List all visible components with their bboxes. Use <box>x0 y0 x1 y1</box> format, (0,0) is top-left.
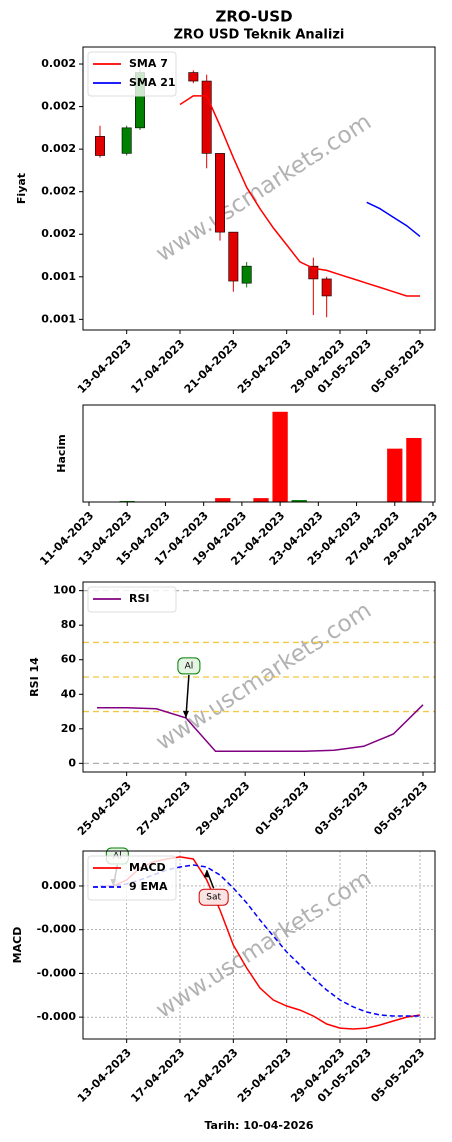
bar <box>215 498 231 502</box>
y-tick-label: 0.002 <box>41 185 76 198</box>
y-tick-label: 0.002 <box>41 100 76 113</box>
legend-box <box>87 51 177 97</box>
y-tick-label: -0.000 <box>37 966 77 979</box>
plot-frame <box>82 46 436 331</box>
series-line <box>179 95 420 297</box>
y-tick-label: 0.002 <box>41 142 76 155</box>
y-tick-label: 0 <box>68 756 76 769</box>
legend-label: 9 EMA <box>129 880 168 893</box>
y-axis-label: RSI 14 <box>28 657 41 697</box>
y-tick-label: -0.000 <box>37 923 77 936</box>
y-axis-label: MACD <box>11 927 24 964</box>
y-axis-label: Fiyat <box>15 173 28 204</box>
candle-body <box>121 127 132 154</box>
candle-body <box>95 136 105 156</box>
annotation-box <box>177 657 201 675</box>
candle-body <box>308 265 319 280</box>
bar <box>272 411 288 502</box>
bar <box>406 437 422 502</box>
candle-body <box>241 265 252 284</box>
legend-label: SMA 7 <box>129 57 168 70</box>
candle-body <box>215 153 225 233</box>
y-tick-label: 0.000 <box>41 879 76 892</box>
bar <box>387 448 403 502</box>
arrow-head <box>203 870 210 878</box>
annotation-label: Al <box>185 661 194 671</box>
y-tick-label: 0.001 <box>41 270 76 283</box>
y-axis-label: Hacim <box>55 434 68 472</box>
y-tick-label: -0.000 <box>37 1010 77 1023</box>
y-tick-label: 40 <box>61 687 77 700</box>
legend-box <box>87 586 177 613</box>
plot-frame <box>82 404 436 503</box>
y-tick-label: 0.001 <box>41 312 76 325</box>
series-line <box>97 704 424 753</box>
candle-body <box>201 80 212 154</box>
y-tick-label: 0.002 <box>41 57 76 70</box>
legend-label: SMA 21 <box>129 76 176 89</box>
legend-box <box>87 855 177 901</box>
legend-label: MACD <box>129 861 166 874</box>
plot-frame <box>82 850 436 1040</box>
x-axis-label: Tarih: 10-04-2026 <box>204 1119 313 1132</box>
y-tick-label: 100 <box>53 584 76 597</box>
legend-label: RSI <box>129 592 150 605</box>
bar <box>291 500 307 502</box>
series-line <box>100 864 420 1017</box>
annotation-arrow <box>185 674 190 718</box>
annotation-label: Sat <box>206 893 221 903</box>
y-tick-label: 20 <box>61 722 77 735</box>
candle-body <box>188 72 199 82</box>
figure-title: ZRO-USD <box>215 8 292 26</box>
bar <box>253 498 269 502</box>
plot-frame <box>82 581 436 773</box>
arrow-head <box>182 710 189 718</box>
candle-body <box>321 278 332 297</box>
series-line <box>366 201 421 237</box>
y-tick-label: 60 <box>61 653 77 666</box>
y-tick-label: 80 <box>61 618 77 631</box>
candle-body <box>228 231 239 282</box>
y-tick-label: 0.002 <box>41 227 76 240</box>
chart-title: ZRO USD Teknik Analizi <box>174 28 345 43</box>
annotation-box <box>198 888 229 906</box>
